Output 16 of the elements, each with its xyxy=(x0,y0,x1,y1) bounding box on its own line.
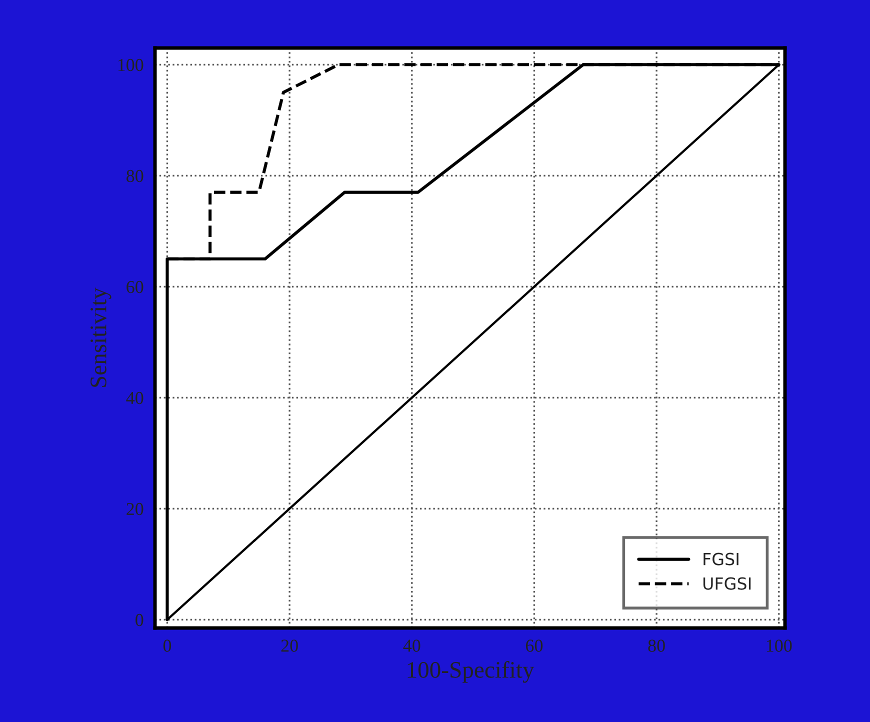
y-tick-label: 80 xyxy=(126,170,144,182)
y-axis-title: Sensitivity xyxy=(90,288,112,387)
x-tick-label: 20 xyxy=(281,640,298,652)
x-tick-label: 0 xyxy=(163,640,172,652)
y-tick-label: 100 xyxy=(118,58,144,72)
y-tick-label: 0 xyxy=(136,614,144,626)
y-tick-label: 60 xyxy=(126,280,144,294)
x-tick-label: 40 xyxy=(403,640,420,652)
x-axis-title: 100-Specifity xyxy=(408,661,534,683)
y-tick-label: 40 xyxy=(126,392,144,404)
legend-label: FGSI xyxy=(704,552,738,566)
x-tick-label: 100 xyxy=(766,640,792,652)
x-tick-label: 80 xyxy=(648,640,665,652)
y-tick-label: 20 xyxy=(126,502,144,516)
x-tick-label: 60 xyxy=(526,640,543,652)
legend-label: UFGSI xyxy=(703,577,751,590)
